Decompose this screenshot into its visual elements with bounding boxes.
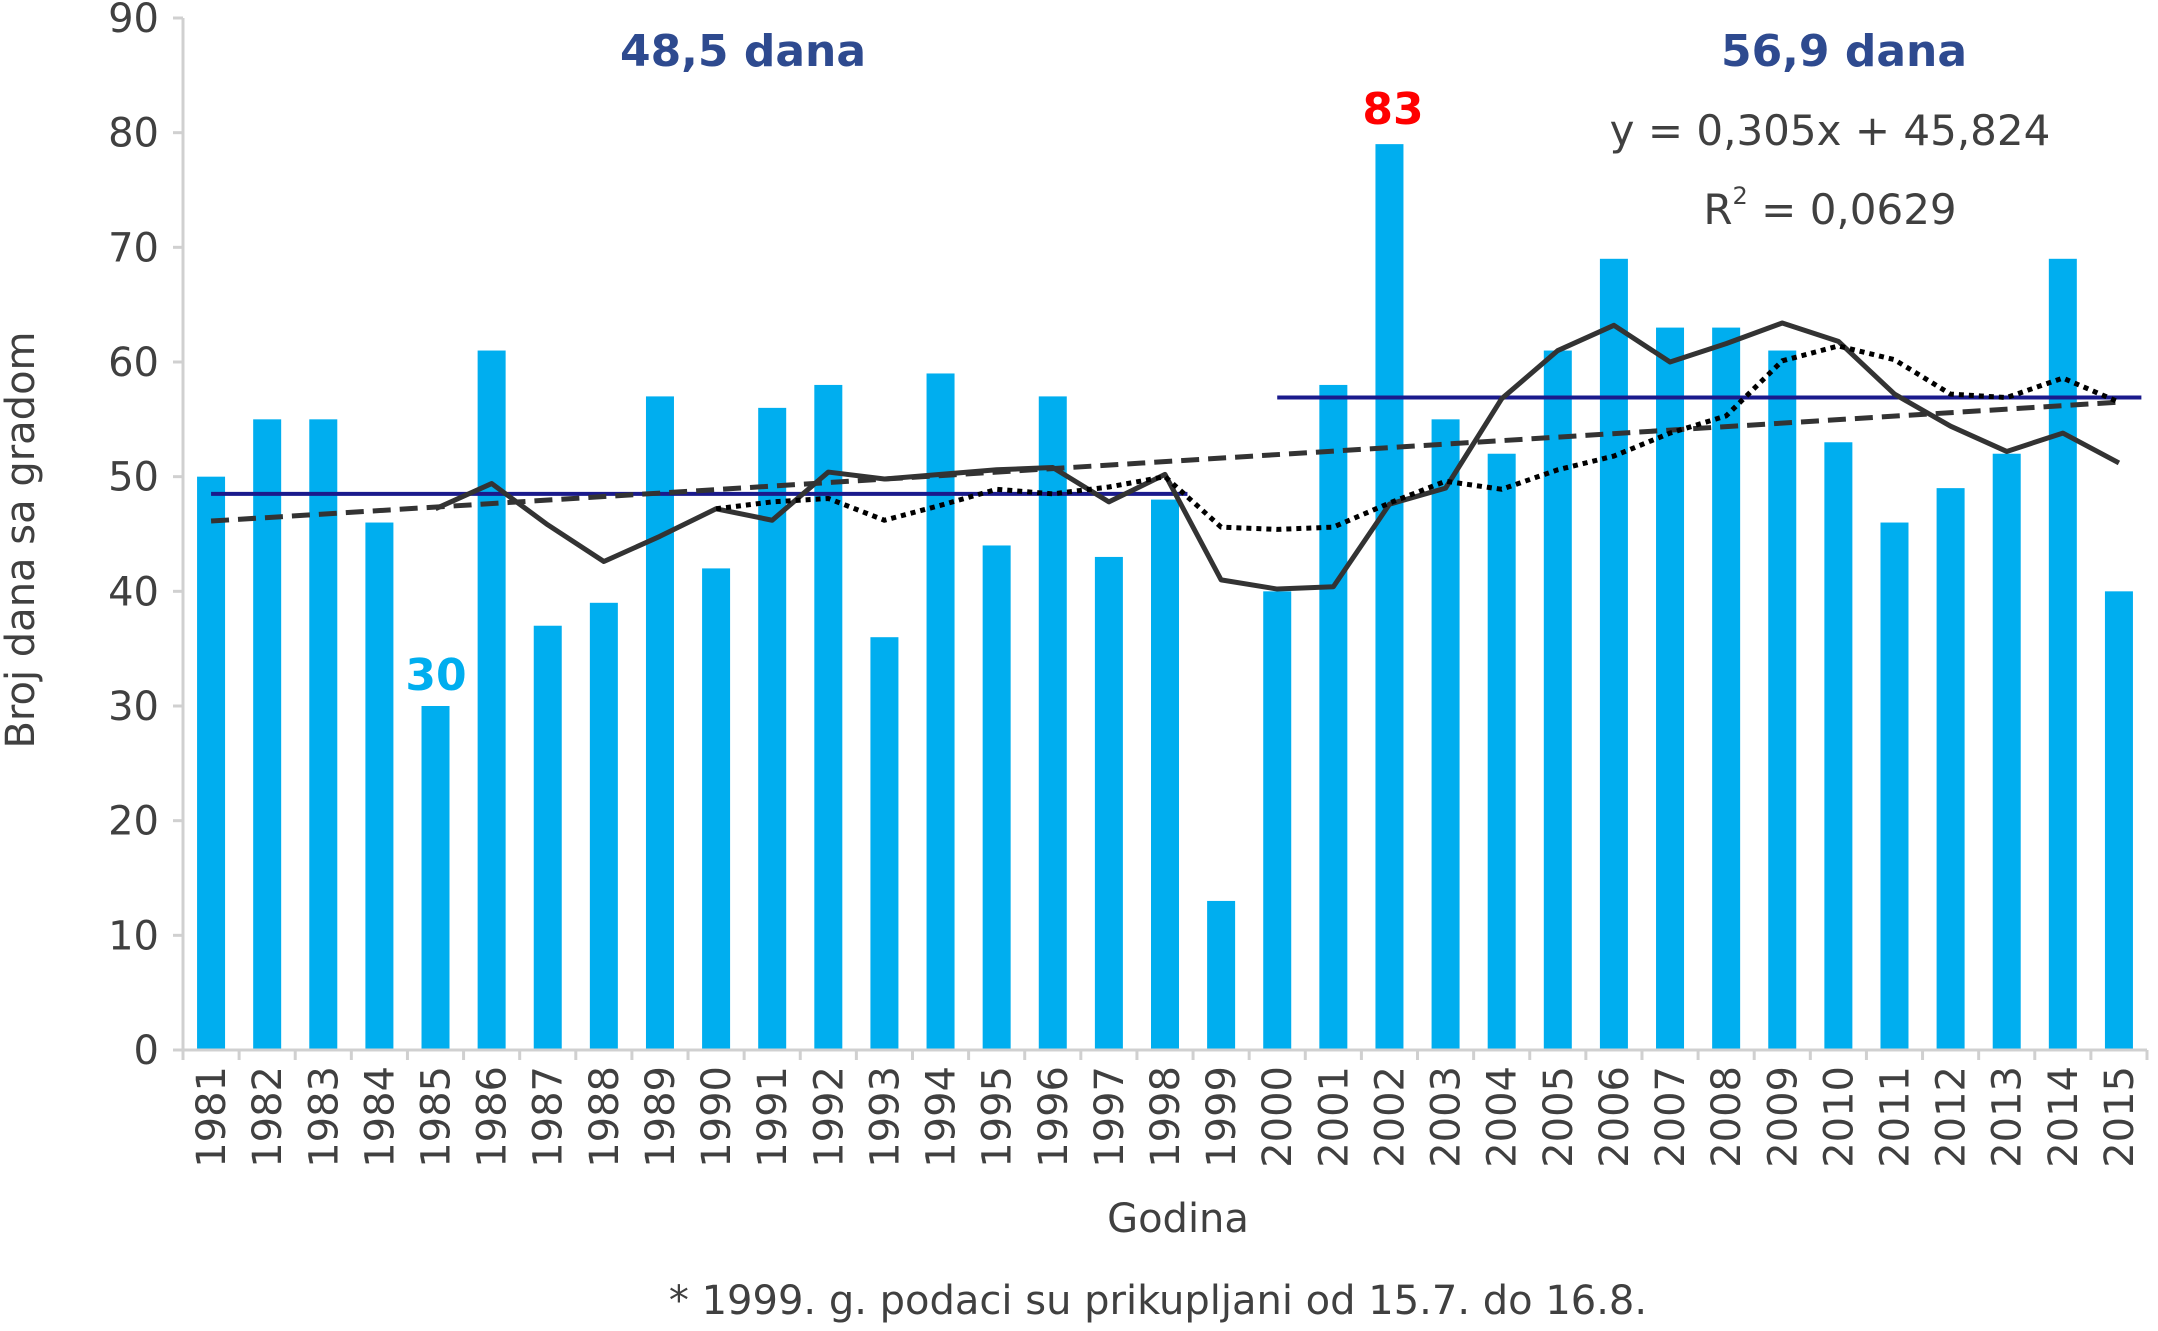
x-tick-label: 2002 [1367,1066,1413,1168]
x-tick-label: 1998 [1143,1066,1189,1168]
min-data-label: 30 [405,650,466,701]
x-tick-label: 1997 [1087,1066,1133,1168]
y-tick-label: 40 [108,569,159,615]
y-tick-label: 20 [108,799,159,845]
axes-layer [173,16,2149,1060]
x-axis-title: Godina [1107,1196,1249,1242]
r-squared: R2 = 0,0629 [1703,182,1956,234]
x-tick-labels: 1981 1982 1983 1984 1985 1986 1987 1988 1989 1990… [189,1066,2143,1168]
y-tick-label: 90 [108,0,159,42]
x-tick-label: 1985 [414,1066,460,1168]
max-data-label: 83 [1362,84,1423,135]
x-tick-label: 1994 [919,1066,965,1168]
bar-1997 [1094,556,1123,1050]
bar-1986 [477,350,506,1050]
bar-2002 [1375,144,1404,1051]
x-tick-label: 2010 [1816,1066,1862,1168]
mean-label-1: 48,5 dana [620,26,866,77]
r2-value: = 0,0629 [1748,185,1957,234]
y-axis-title: Broj dana sa gradom [0,331,44,748]
x-tick-label: 1987 [526,1066,572,1168]
x-tick-label: 2011 [1872,1066,1918,1168]
bar-1993 [870,637,899,1050]
y-tick-label: 70 [108,225,159,271]
bar-1995 [982,545,1011,1050]
bar-1984 [365,522,394,1050]
bar-2003 [1431,419,1460,1050]
bar-2014 [2048,258,2077,1050]
x-tick-label: 2004 [1480,1066,1526,1168]
y-tick-labels: 0 10 20 30 40 50 60 70 80 90 [108,0,159,1074]
bar-1987 [533,625,562,1050]
moving-average-10-year [715,343,2120,532]
r2-prefix: R [1703,185,1732,234]
bar-1994 [926,373,955,1050]
x-tick-label: 1993 [862,1066,908,1168]
x-tick-label: 1988 [582,1066,628,1168]
bar-2012 [1936,488,1965,1051]
x-tick-label: 1989 [638,1066,684,1168]
bar-2008 [1712,327,1741,1051]
bar-2004 [1487,453,1516,1050]
x-tick-label: 2003 [1424,1066,1470,1168]
x-tick-label: 2013 [1985,1066,2031,1168]
x-tick-label: 1982 [245,1066,291,1168]
mean-label-2: 56,9 dana [1721,26,1967,77]
bar-2015 [2104,591,2133,1050]
bar-2000 [1263,591,1292,1050]
bar-2013 [1992,453,2021,1050]
x-tick-label: 1996 [1031,1066,1077,1168]
bar-2007 [1656,327,1685,1051]
bar-2011 [1880,522,1909,1050]
x-tick-label: 2007 [1648,1066,1694,1168]
y-tick-label: 80 [108,111,159,157]
x-tick-label: 1995 [975,1066,1021,1168]
x-tick-label: 2009 [1760,1066,1806,1168]
x-tick-label: 2005 [1536,1066,1582,1168]
x-tick-label: 2001 [1311,1066,1357,1168]
y-tick-label: 50 [108,455,159,501]
x-tick-label: 2012 [1929,1066,1975,1168]
x-tick-label: 1999 [1199,1066,1245,1168]
bar-2006 [1599,258,1628,1050]
x-tick-label: 1990 [694,1066,740,1168]
y-tick-label: 60 [108,340,159,386]
bar-1988 [589,602,618,1050]
linear-trendline [210,399,2120,524]
x-tick-label: 1986 [470,1066,516,1168]
footnote: * 1999. g. podaci su prikupljani od 15.7… [669,1278,1647,1324]
bar-2010 [1824,442,1853,1050]
x-tick-label: 1983 [301,1066,347,1168]
trend-equation: y = 0,305x + 45,824 [1610,106,2051,155]
bar-2009 [1768,350,1797,1050]
r2-sup: 2 [1733,182,1748,210]
bar-1998 [1151,499,1179,1051]
x-tick-label: 1981 [189,1066,235,1168]
lines-layer [210,320,2142,592]
y-tick-label: 0 [134,1028,159,1074]
x-tick-label: 2006 [1592,1066,1638,1168]
bar-1981 [197,476,226,1051]
bars-layer [197,144,2133,1051]
bar-1983 [309,419,338,1050]
bar-2001 [1319,384,1348,1050]
x-tick-label: 1992 [806,1066,852,1168]
bar-1989 [645,396,674,1050]
bar-1985 [421,706,450,1050]
x-tick-label: 2015 [2097,1066,2143,1168]
bar-1999 [1207,900,1236,1050]
x-tick-label: 2008 [1704,1066,1750,1168]
x-tick-label: 2014 [2041,1066,2087,1168]
bar-2005 [1543,350,1572,1050]
bar-1991 [758,407,787,1050]
bar-1982 [253,419,282,1050]
y-tick-label: 30 [108,684,159,730]
x-tick-label: 1991 [750,1066,796,1168]
x-tick-label: 2000 [1255,1066,1301,1168]
bar-1990 [702,568,731,1050]
y-tick-label: 10 [108,913,159,959]
bar-1996 [1038,396,1067,1050]
x-tick-label: 1984 [357,1066,403,1168]
